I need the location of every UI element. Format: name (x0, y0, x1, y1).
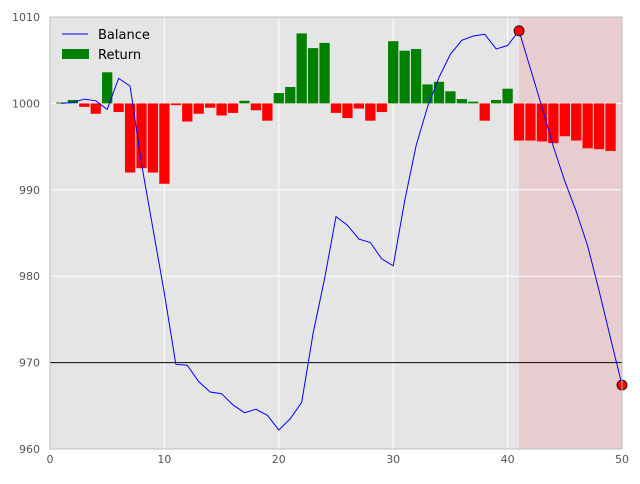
return-bar (571, 103, 582, 141)
return-bar (193, 103, 204, 114)
return-bar (365, 103, 376, 121)
return-bar (605, 103, 616, 151)
x-tick-label: 40 (501, 453, 515, 466)
y-tick-label: 1000 (12, 97, 40, 110)
return-bar (262, 103, 273, 121)
return-bar (67, 99, 79, 104)
legend-label: Return (98, 48, 141, 63)
balance-line (61, 29, 623, 431)
return-bar (388, 41, 399, 104)
legend-swatch-patch (62, 49, 89, 59)
return-bar (182, 103, 193, 122)
return-bar (536, 103, 548, 142)
y-tick-label: 1010 (12, 11, 40, 24)
plot-frame (49, 16, 623, 450)
return-bar (205, 103, 216, 108)
return-bar (319, 42, 330, 104)
return-bar (502, 88, 513, 104)
return-bar (433, 81, 445, 104)
y-tick-label: 970 (19, 357, 40, 370)
return-bar (147, 103, 159, 173)
return-bar (227, 103, 239, 113)
return-bar (410, 48, 422, 104)
return-bar (285, 86, 296, 104)
return-bar (559, 103, 570, 137)
return-bar (456, 99, 467, 104)
return-bar (216, 103, 227, 116)
return-bar (399, 50, 410, 104)
y-tick-label: 990 (19, 184, 40, 197)
return-bar (307, 48, 319, 104)
return-bar (273, 93, 284, 104)
return-bar (170, 103, 181, 106)
return-bar (353, 103, 365, 109)
return-bar (90, 103, 101, 114)
return-bar (479, 103, 490, 121)
return-bar (525, 103, 536, 141)
return-bar (491, 99, 502, 104)
return-bar (422, 84, 433, 104)
return-bar (250, 103, 262, 111)
x-tick-label: 20 (272, 453, 286, 466)
return-bar (548, 103, 559, 144)
x-tick-label: 10 (157, 453, 171, 466)
x-tick-label: 30 (386, 453, 400, 466)
return-bar (376, 103, 387, 113)
return-bar (342, 103, 353, 119)
return-bar (124, 103, 136, 173)
legend-label: Balance (98, 28, 150, 43)
x-tick-label: 0 (47, 453, 54, 466)
return-bar (159, 103, 170, 184)
return-bar (593, 103, 605, 150)
y-tick-label: 980 (19, 270, 40, 283)
return-bar (113, 103, 124, 113)
return-bar (102, 72, 113, 104)
return-bar (239, 100, 250, 104)
return-bar (79, 103, 90, 107)
return-bar (330, 103, 342, 113)
marker-point (513, 25, 525, 37)
y-tick-label: 960 (19, 443, 40, 456)
return-bar (582, 103, 593, 149)
return-bar (468, 101, 479, 104)
return-bar (513, 103, 525, 141)
x-tick-label: 50 (615, 453, 629, 466)
return-bar (445, 91, 456, 104)
return-bar (136, 103, 147, 169)
return-bar (296, 33, 307, 104)
